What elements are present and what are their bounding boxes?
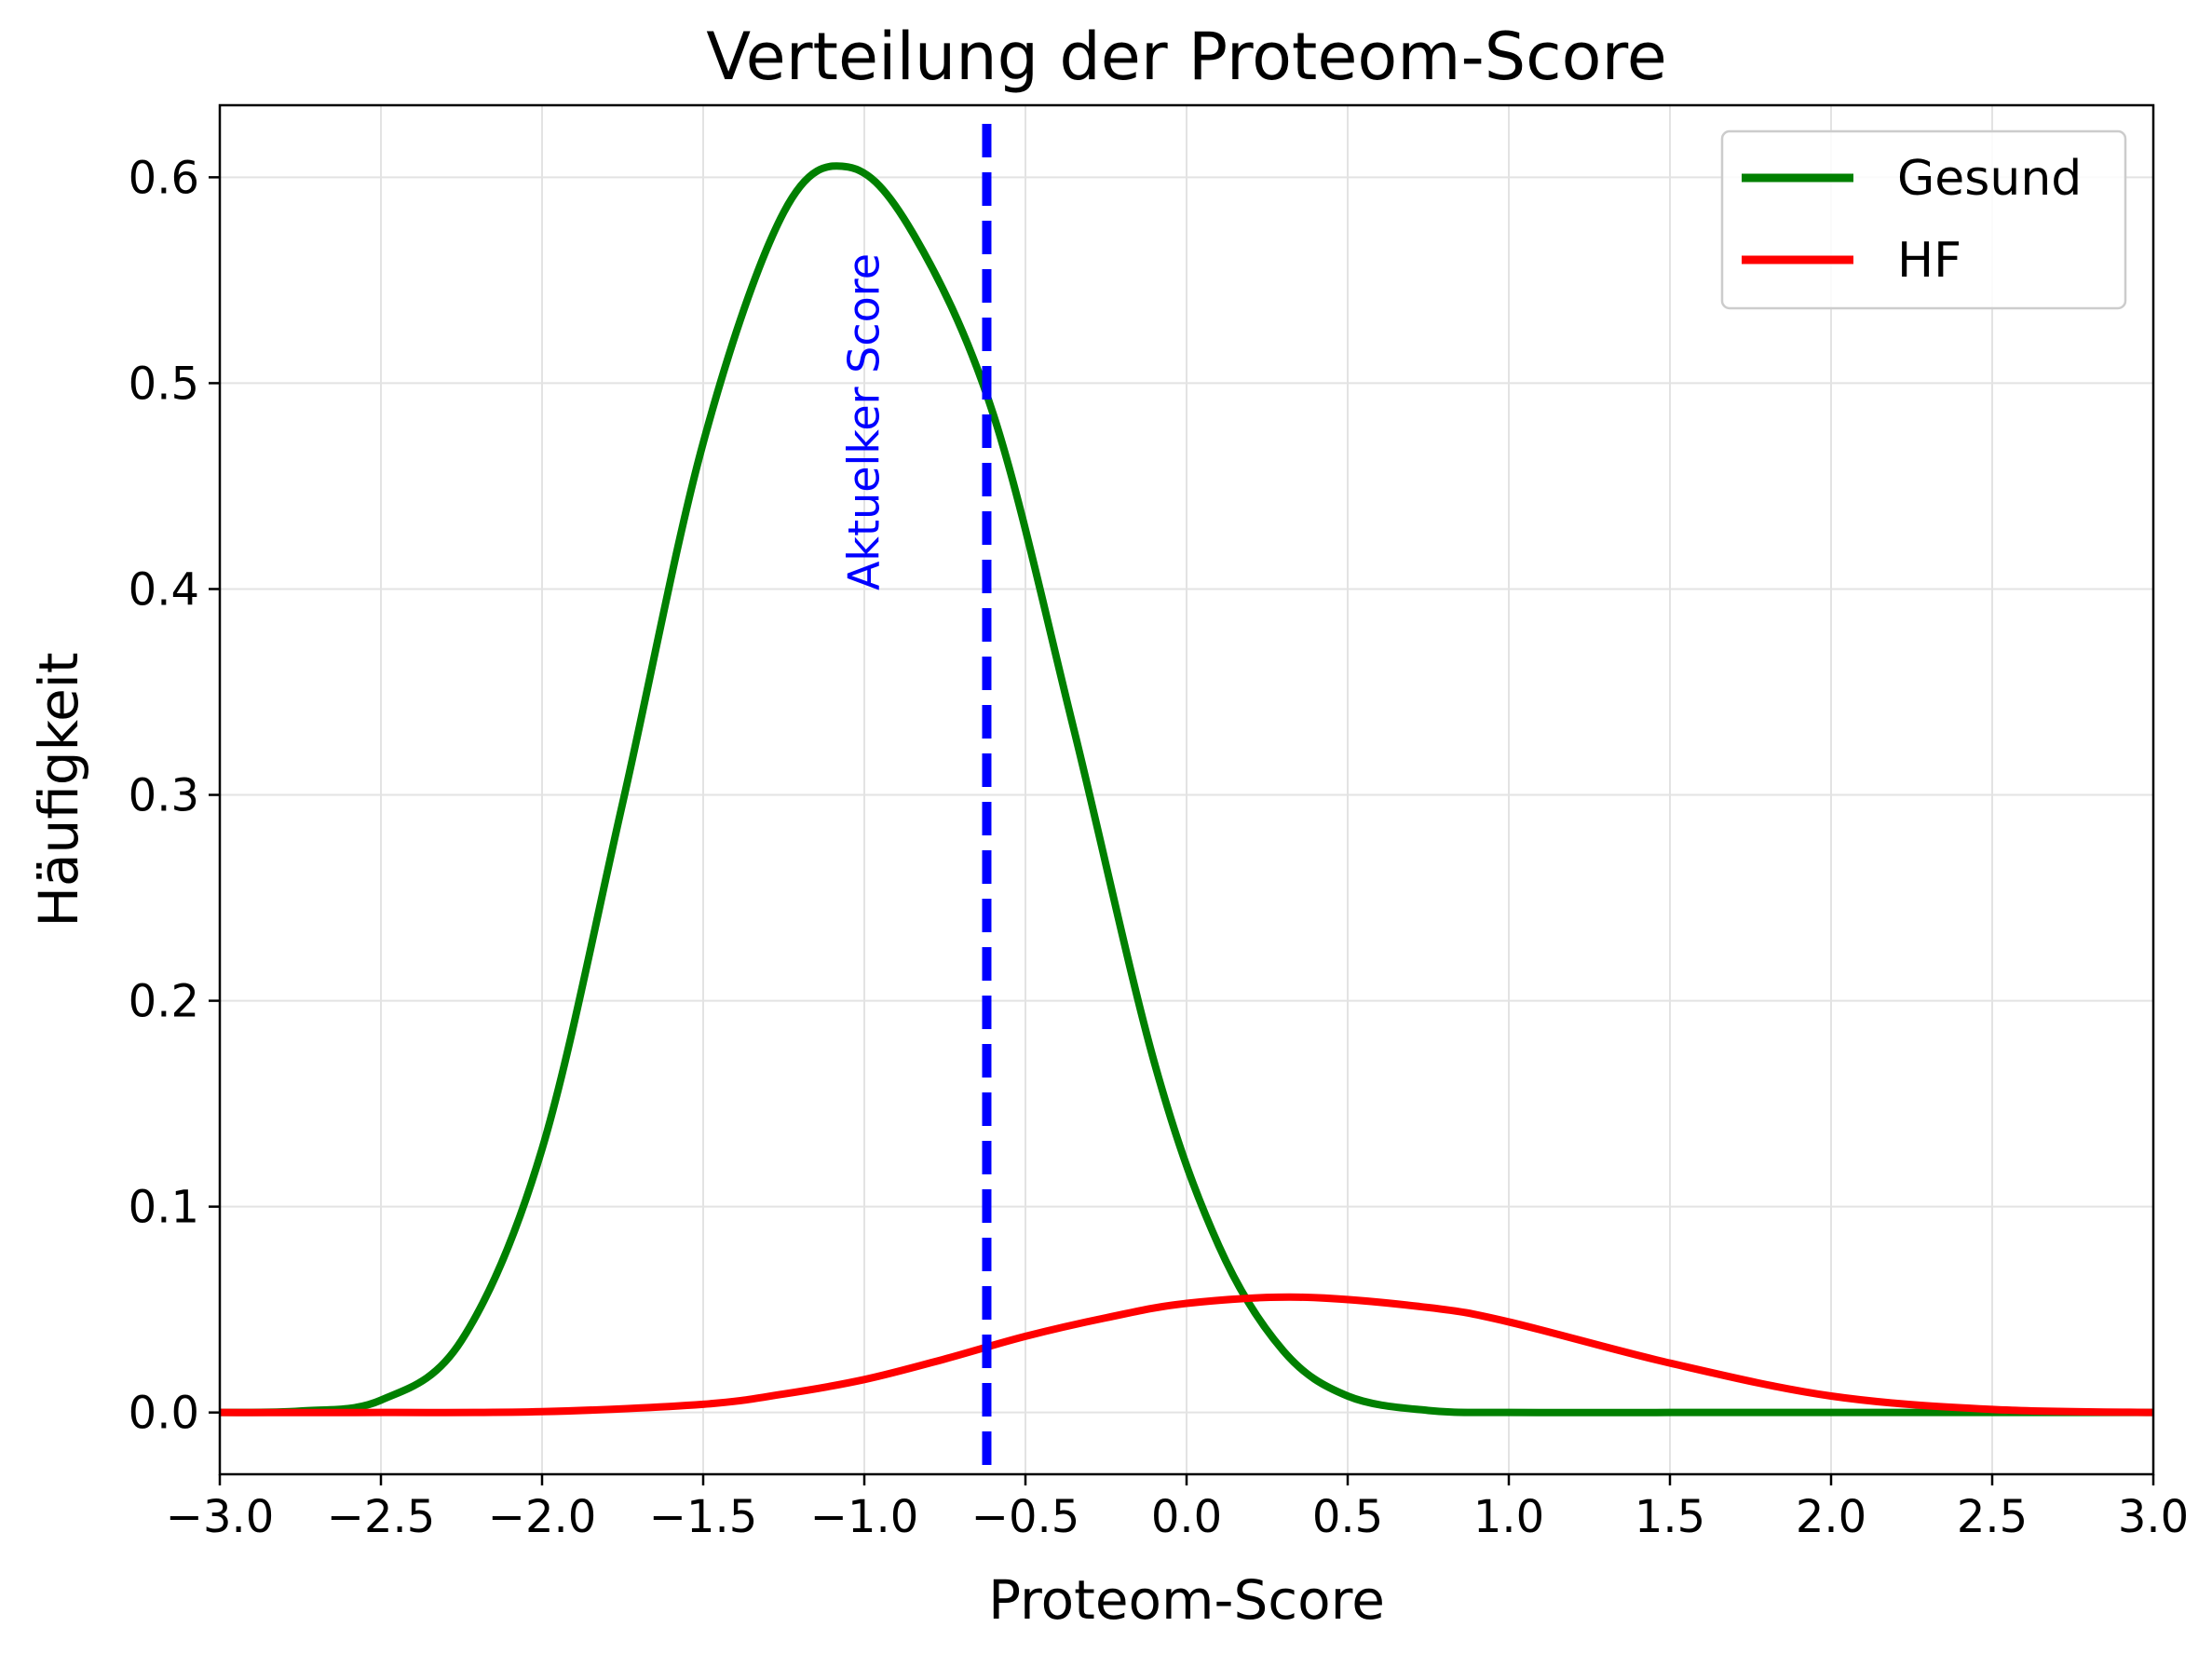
x-tick-label: 3.0 <box>2118 1491 2189 1543</box>
x-axis-title: Proteom-Score <box>988 1568 1385 1632</box>
y-tick-label: 0.6 <box>129 152 199 204</box>
y-tick-label: 0.5 <box>129 358 199 410</box>
series-line-hf <box>219 1293 2154 1417</box>
x-tick-label: 2.0 <box>1796 1491 1866 1543</box>
x-tick-label: 1.5 <box>1635 1491 1705 1543</box>
x-tick-label: −2.0 <box>488 1491 597 1543</box>
x-tick-label: 1.0 <box>1473 1491 1544 1543</box>
series-line-gesund <box>219 162 2153 1417</box>
plot-lines: Aktuelker Score <box>219 124 2154 1474</box>
x-tick-label: 0.0 <box>1151 1491 1222 1543</box>
x-tick-label: −3.0 <box>166 1491 275 1543</box>
y-axis-title: Häufigkeit <box>27 652 90 927</box>
y-tick-label: 0.4 <box>129 563 199 616</box>
y-tick-label: 0.0 <box>129 1388 199 1440</box>
y-tick-label: 0.1 <box>129 1182 199 1234</box>
legend-label-gesund: Gesund <box>1897 151 2082 207</box>
x-tick-label: 2.5 <box>1957 1491 2028 1543</box>
x-axis-ticks: −3.0 −2.5 −2.0 −1.5 −1.0 −0.5 0.0 0.5 1.0 1.5 2.0 2… <box>166 1474 2189 1543</box>
legend-label-hf: HF <box>1897 233 1961 289</box>
x-tick-label: −1.5 <box>649 1491 758 1543</box>
chart-title: Verteilung der Proteom-Score <box>706 19 1667 95</box>
x-tick-label: −1.0 <box>810 1491 919 1543</box>
x-tick-label: −0.5 <box>971 1491 1080 1543</box>
y-axis-ticks: 0.0 0.1 0.2 0.3 0.4 0.5 0.6 <box>129 152 220 1440</box>
y-tick-label: 0.3 <box>129 770 199 822</box>
y-tick-label: 0.2 <box>129 976 199 1028</box>
legend: Gesund HF <box>1720 129 2127 310</box>
x-tick-label: 0.5 <box>1312 1491 1383 1543</box>
current-score-label: Aktuelker Score <box>838 253 889 590</box>
x-tick-label: −2.5 <box>327 1491 436 1543</box>
